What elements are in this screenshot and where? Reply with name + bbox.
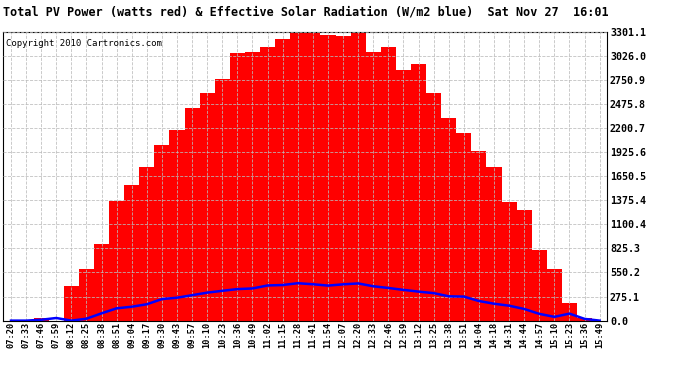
Text: Total PV Power (watts red) & Effective Solar Radiation (W/m2 blue)  Sat Nov 27  : Total PV Power (watts red) & Effective S… bbox=[3, 6, 609, 19]
Text: Copyright 2010 Cartronics.com: Copyright 2010 Cartronics.com bbox=[6, 39, 161, 48]
